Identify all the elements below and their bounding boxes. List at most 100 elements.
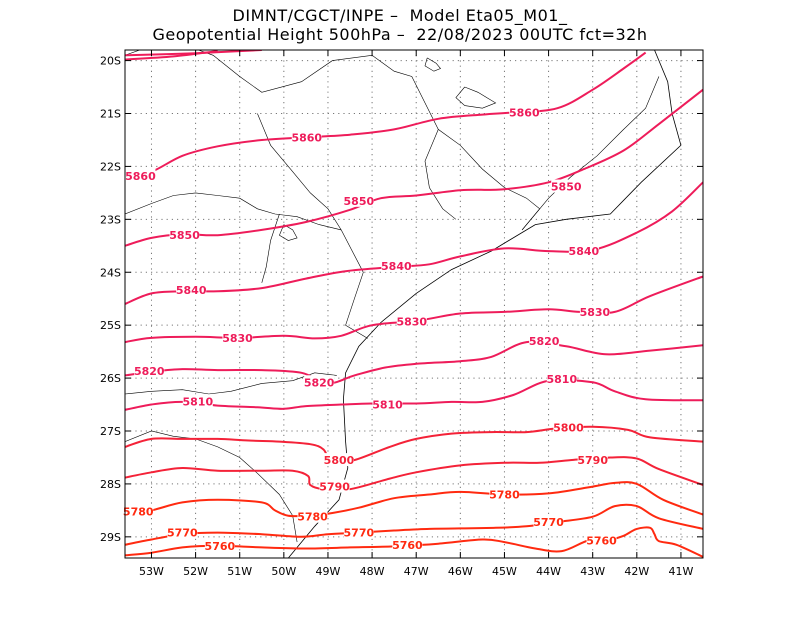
- contour-label-bg: [579, 304, 610, 318]
- contour-label-text: 5780: [297, 511, 328, 524]
- longitude-axis-labels: 53W 52W 51W 50W 49W 48W 47W 46W 45W 44W 43W 42W 41W: [139, 565, 693, 578]
- contour-label-bg: [134, 364, 165, 378]
- contour-label-bg: [509, 105, 540, 119]
- contour-label: 5790: [577, 453, 608, 467]
- lon-label: 48W: [360, 565, 385, 578]
- lat-label: 23S: [100, 213, 121, 226]
- contour-label-text: 5760: [205, 540, 236, 553]
- contour-5840: [125, 181, 703, 305]
- lat-label: 22S: [100, 160, 121, 173]
- header-title-line1: DIMNT/CGCT/INPE – Model Eta05_M01_: [232, 6, 568, 25]
- lake-outline: [424, 57, 441, 72]
- contour-label-text: 5820: [304, 376, 335, 389]
- contour-label: 5810: [182, 394, 213, 408]
- lon-label: 42W: [624, 565, 649, 578]
- contour-label: 5760: [586, 533, 617, 548]
- contour-label-bg: [529, 334, 560, 348]
- contour-label-bg: [182, 394, 213, 408]
- contour-label-text: 5780: [489, 489, 520, 502]
- contour-label-text: 5820: [529, 335, 560, 348]
- contour-label-text: 5800: [553, 421, 584, 434]
- contour-label-text: 5830: [222, 332, 253, 345]
- contour-label-bg: [577, 453, 608, 467]
- contour-label: 5860: [509, 105, 540, 119]
- contour-label: 5780: [123, 504, 154, 518]
- contour-label-text: 5760: [392, 539, 423, 552]
- contour-label-bg: [392, 537, 423, 551]
- contour-label-bg: [568, 244, 599, 258]
- contour-label-text: 5810: [546, 373, 577, 386]
- contour-label-bg: [489, 487, 520, 501]
- lat-label: 20S: [100, 55, 121, 68]
- lon-label: 43W: [580, 565, 605, 578]
- contour-label-text: 5820: [134, 365, 165, 378]
- contour-label-text: 5810: [372, 399, 403, 412]
- contour-label-bg: [297, 509, 328, 523]
- contour-label: 5830: [579, 304, 611, 319]
- contour-label: 5780: [297, 509, 328, 524]
- contour-label-bg: [546, 372, 577, 386]
- contour-5850: [125, 88, 703, 247]
- contour-label-text: 5860: [125, 170, 156, 183]
- contour-label-bg: [222, 330, 253, 344]
- contour-label-bg: [396, 314, 427, 328]
- contour-label: 5820: [134, 364, 165, 378]
- contour-label-text: 5840: [176, 284, 207, 297]
- state-border: [125, 50, 541, 231]
- contour-label-bg: [167, 525, 198, 539]
- lon-label: 51W: [227, 565, 252, 578]
- contour-label-text: 5800: [324, 454, 355, 467]
- contour-label-bg: [533, 515, 564, 529]
- contour-label: 5760: [204, 538, 236, 553]
- state-border: [521, 76, 660, 231]
- contour-5770: [125, 503, 703, 546]
- lon-label: 47W: [404, 565, 429, 578]
- lon-label: 41W: [669, 565, 694, 578]
- contour-label-bg: [304, 375, 335, 389]
- state-border: [424, 129, 457, 220]
- lon-label: 46W: [448, 565, 473, 578]
- lat-label: 21S: [100, 108, 121, 121]
- lat-label: 24S: [100, 266, 121, 279]
- contour-label-text: 5840: [381, 260, 412, 273]
- contour-label-text: 5810: [182, 395, 213, 408]
- contour-label-bg: [125, 168, 156, 182]
- lon-label: 50W: [271, 565, 296, 578]
- lat-label: 27S: [100, 425, 121, 438]
- contour-label-text: 5850: [551, 181, 582, 194]
- header-title-line2: Geopotential Height 500hPa – 22/08/2023 …: [152, 25, 648, 44]
- contour-label-bg: [204, 538, 235, 552]
- contour-label-text: 5770: [344, 527, 375, 540]
- contour-label-text: 5770: [533, 516, 564, 529]
- contour-5860: [125, 51, 647, 178]
- contour-label-bg: [176, 283, 207, 297]
- contour-label-bg: [169, 228, 200, 242]
- contour-label: 5770: [533, 515, 564, 529]
- contour-5800: [125, 425, 703, 465]
- lon-label: 44W: [536, 565, 561, 578]
- lake-outline: [279, 224, 298, 241]
- lat-label: 26S: [100, 372, 121, 385]
- contour-label: 5820: [304, 375, 335, 389]
- contour-label: 5860: [291, 130, 322, 144]
- contour-5830: [125, 275, 703, 344]
- contour-label-bg: [551, 179, 582, 193]
- contour-label-text: 5860: [509, 106, 540, 119]
- contour-label-bg: [291, 130, 322, 144]
- contour-5860: [125, 50, 218, 61]
- contour-label-text: 5760: [586, 535, 617, 548]
- map-frame: [124, 49, 704, 559]
- contour-label-text: 5840: [569, 245, 600, 258]
- contour-lines: [125, 50, 703, 558]
- contour-label: 5770: [167, 525, 198, 540]
- contour-label: 5810: [546, 372, 577, 386]
- contour-labels: 5860 5860 5860 5850 5850 5850 5840 5840 5840 5830…: [123, 105, 617, 553]
- contour-label-text: 5830: [580, 306, 611, 319]
- contour-label: 5850: [169, 228, 200, 242]
- contour-label: 5860: [125, 168, 156, 183]
- latitude-axis-labels: 20S 21S 22S 23S 24S 25S 26S 27S 28S 29S: [100, 55, 121, 544]
- contour-5780: [125, 481, 703, 518]
- contour-label: 5800: [553, 420, 584, 434]
- contour-label-bg: [343, 193, 374, 207]
- contour-label-text: 5850: [344, 195, 375, 208]
